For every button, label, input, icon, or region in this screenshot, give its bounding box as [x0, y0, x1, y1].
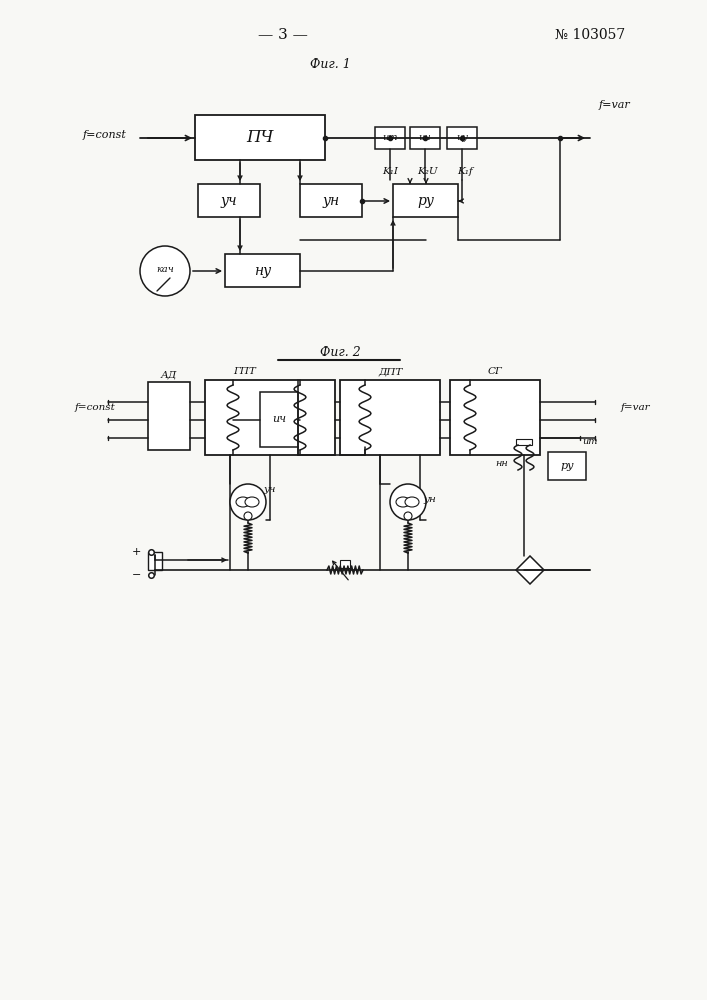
Text: f=var: f=var	[599, 100, 631, 110]
Ellipse shape	[245, 497, 259, 507]
Bar	[148, 552, 162, 570]
Text: — 3 —: — 3 —	[258, 28, 308, 42]
Polygon shape	[516, 556, 544, 584]
Text: ич: ич	[272, 414, 286, 424]
Bar	[300, 184, 362, 217]
Bar	[393, 184, 458, 217]
Text: ит: ит	[382, 133, 398, 142]
Bar	[225, 254, 300, 287]
Circle shape	[244, 512, 252, 520]
Ellipse shape	[405, 497, 419, 507]
Bar	[410, 127, 440, 149]
Bar	[205, 380, 335, 455]
Circle shape	[230, 484, 266, 520]
Text: f=const: f=const	[83, 130, 127, 140]
Text: ГПТ: ГПТ	[233, 367, 257, 376]
Text: уч: уч	[221, 194, 238, 208]
Circle shape	[404, 512, 412, 520]
Bar	[516, 439, 532, 445]
Bar	[195, 115, 325, 160]
Text: Фиг. 1: Фиг. 1	[310, 58, 351, 72]
Bar	[198, 184, 260, 217]
Text: +: +	[132, 547, 141, 557]
Bar	[340, 560, 350, 568]
Text: СГ: СГ	[488, 367, 503, 376]
Text: № 103057: № 103057	[555, 28, 625, 42]
Bar	[148, 382, 190, 450]
Bar	[340, 380, 440, 455]
Circle shape	[390, 484, 426, 520]
Text: ру: ру	[560, 461, 574, 471]
Ellipse shape	[236, 497, 250, 507]
Text: ПЧ: ПЧ	[246, 129, 274, 146]
Text: −: −	[132, 570, 141, 580]
Text: нн: нн	[496, 460, 508, 468]
Bar	[375, 127, 405, 149]
Text: иу: иу	[456, 133, 468, 142]
Text: Фиг. 2: Фиг. 2	[320, 346, 361, 359]
Text: кач: кач	[156, 264, 174, 273]
Bar	[548, 452, 586, 480]
Text: ну: ну	[254, 263, 271, 277]
Circle shape	[140, 246, 190, 296]
Text: f=const: f=const	[75, 403, 115, 412]
Bar	[447, 127, 477, 149]
Text: ун: ун	[423, 495, 436, 504]
Text: K₂U: K₂U	[416, 167, 438, 176]
Text: ит: ит	[583, 438, 597, 446]
Text: ин: ин	[419, 133, 431, 142]
Text: ДПТ: ДПТ	[378, 367, 402, 376]
Text: f=var: f=var	[620, 403, 650, 412]
Text: K₁I: K₁I	[382, 167, 398, 176]
Text: ру: ру	[417, 194, 434, 208]
Bar	[260, 392, 298, 447]
Text: ун: ун	[322, 194, 339, 208]
Text: уч: уч	[264, 486, 276, 494]
Text: АД: АД	[161, 370, 177, 379]
Bar	[450, 380, 540, 455]
Text: K₁f: K₁f	[457, 167, 473, 176]
Ellipse shape	[396, 497, 410, 507]
